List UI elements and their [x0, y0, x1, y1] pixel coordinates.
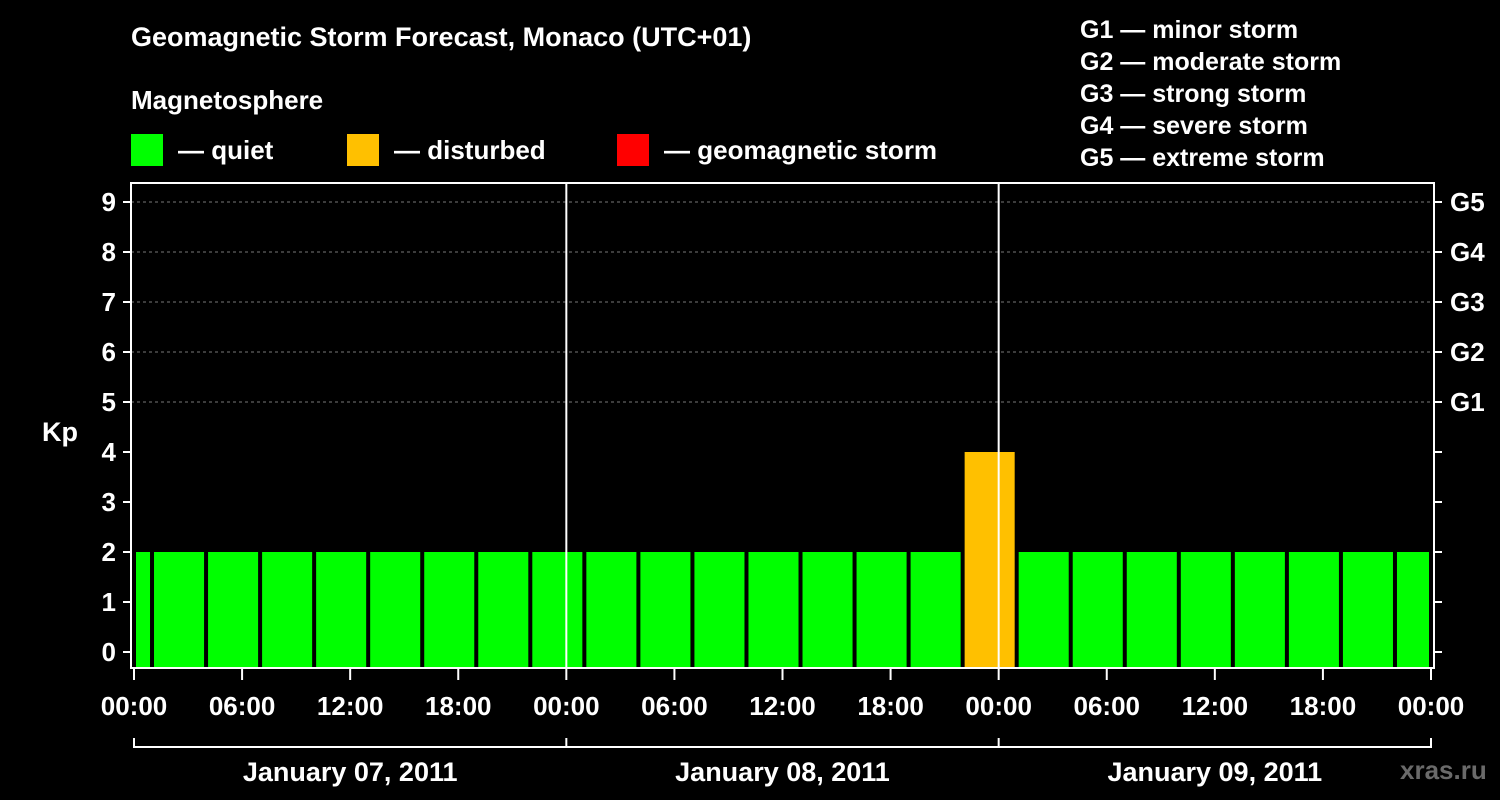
x-tick-label-4: 00:00 [533, 691, 600, 721]
x-tick-label-1: 06:00 [209, 691, 276, 721]
bar-8 [532, 552, 583, 668]
bar-12 [748, 552, 799, 668]
bar-3 [262, 552, 313, 668]
storm-level-g4: G4 — severe storm [1080, 112, 1308, 140]
y-axis-label: Kp [42, 417, 78, 447]
bar-9 [586, 552, 637, 668]
bar-11 [694, 552, 745, 668]
bar-15 [910, 552, 961, 668]
bar-7 [478, 552, 529, 668]
bar-10 [640, 552, 691, 668]
date-label-0: January 07, 2011 [243, 757, 458, 787]
y-tick-label-9: 9 [102, 187, 116, 217]
x-tick-label-2: 12:00 [317, 691, 384, 721]
bar-14 [856, 552, 907, 668]
y-tick-label-0: 0 [102, 637, 116, 667]
legend-item-quiet: — quiet [131, 133, 273, 167]
legend-swatch-storm [617, 134, 649, 166]
x-tick-label-3: 18:00 [425, 691, 492, 721]
x-tick-label-12: 00:00 [1398, 691, 1465, 721]
right-tick-label-g3: G3 [1450, 287, 1485, 317]
y-tick-label-1: 1 [102, 587, 116, 617]
bar-23 [1342, 552, 1393, 668]
right-tick-label-g1: G1 [1450, 387, 1485, 417]
x-tick-label-6: 12:00 [749, 691, 816, 721]
watermark: xras.ru [1400, 755, 1487, 785]
date-label-1: January 08, 2011 [675, 757, 890, 787]
bar-19 [1126, 552, 1177, 668]
legend-label-quiet: — quiet [178, 134, 274, 165]
right-tick-label-g2: G2 [1450, 337, 1485, 367]
bar-0 [136, 552, 151, 668]
x-tick-label-10: 12:00 [1182, 691, 1249, 721]
storm-level-g3: G3 — strong storm [1080, 80, 1307, 108]
bar-4 [316, 552, 367, 668]
y-tick-label-5: 5 [102, 387, 116, 417]
bar-17 [1018, 552, 1069, 668]
bar-22 [1288, 552, 1339, 668]
x-tick-label-11: 18:00 [1290, 691, 1357, 721]
bar-20 [1180, 552, 1231, 668]
legend-label-storm: — geomagnetic storm [664, 134, 938, 165]
bar-5 [370, 552, 421, 668]
bar-2 [208, 552, 259, 668]
y-tick-label-8: 8 [102, 237, 116, 267]
legend-swatch-disturbed [347, 134, 379, 166]
legend-item-disturbed: — disturbed [347, 133, 546, 167]
storm-level-legend: G1 — minor storm G2 — moderate storm G3 … [1080, 14, 1341, 174]
legend-label-disturbed: — disturbed [394, 134, 546, 165]
storm-level-g2: G2 — moderate storm [1080, 48, 1342, 76]
bar-1 [154, 552, 205, 668]
x-tick-label-8: 00:00 [965, 691, 1032, 721]
legend-item-storm: — geomagnetic storm [617, 133, 937, 167]
right-tick-label-g4: G4 [1450, 237, 1485, 267]
y-tick-label-4: 4 [102, 437, 117, 467]
legend-swatch-quiet [131, 134, 163, 166]
bar-21 [1234, 552, 1285, 668]
x-tick-label-9: 06:00 [1074, 691, 1141, 721]
chart-title: Geomagnetic Storm Forecast, Monaco (UTC+… [131, 22, 752, 52]
bar-24 [1396, 552, 1429, 668]
y-tick-label-6: 6 [102, 337, 116, 367]
y-tick-label-3: 3 [102, 487, 116, 517]
x-tick-label-5: 06:00 [641, 691, 708, 721]
date-label-2: January 09, 2011 [1107, 757, 1322, 787]
bar-16 [964, 452, 1015, 668]
bar-18 [1072, 552, 1123, 668]
storm-level-g5: G5 — extreme storm [1080, 144, 1325, 172]
storm-level-g1: G1 — minor storm [1080, 16, 1299, 44]
magnetosphere-label: Magnetosphere [131, 85, 324, 115]
right-tick-label-g5: G5 [1450, 187, 1485, 217]
x-tick-label-0: 00:00 [101, 691, 168, 721]
y-tick-label-7: 7 [102, 287, 116, 317]
bar-6 [424, 552, 475, 668]
bar-13 [802, 552, 853, 668]
x-tick-label-7: 18:00 [857, 691, 924, 721]
y-tick-label-2: 2 [102, 537, 116, 567]
